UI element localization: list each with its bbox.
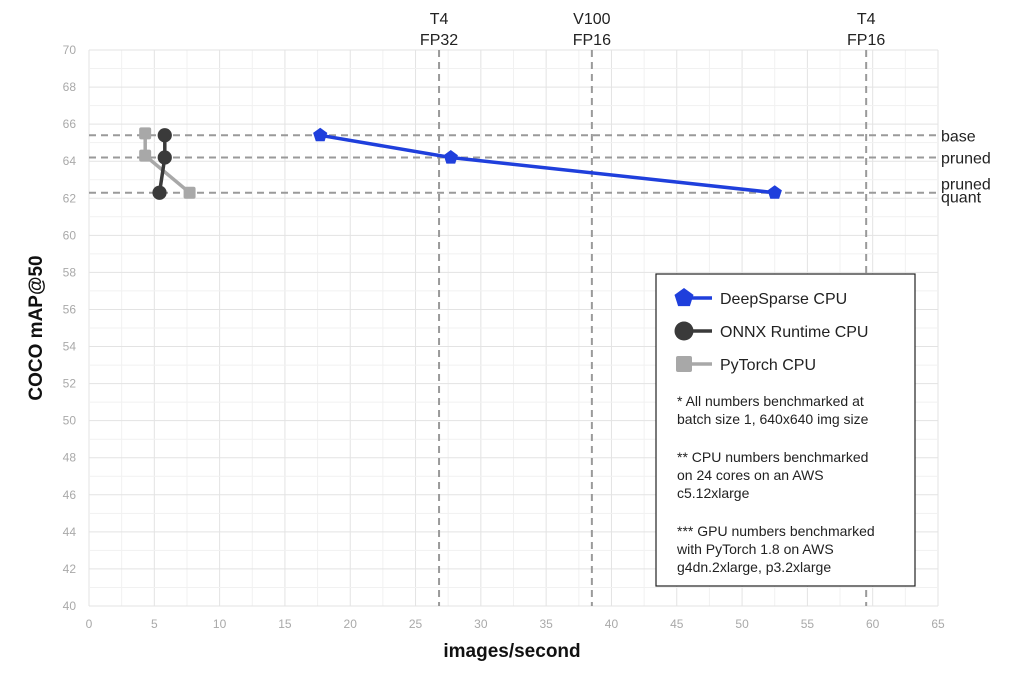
y-tick-label: 68	[63, 80, 77, 94]
x-tick-label: 35	[539, 617, 553, 631]
x-tick-label: 45	[670, 617, 684, 631]
y-tick-label: 62	[63, 191, 77, 205]
x-tick-label: 50	[735, 617, 749, 631]
legend-marker	[674, 321, 694, 341]
y-tick-label: 40	[63, 599, 77, 613]
x-axis-title: images/second	[443, 641, 580, 662]
y-axis-title: COCO mAP@50	[26, 255, 47, 400]
x-tick-label: 60	[866, 617, 880, 631]
y-tick-label: 58	[63, 265, 77, 279]
legend-note-line: on 24 cores on an AWS	[677, 467, 824, 483]
legend-label: PyTorch CPU	[720, 357, 816, 374]
legend-note-line: ** CPU numbers benchmarked	[677, 449, 868, 465]
x-tick-label: 25	[409, 617, 423, 631]
y-tick-label: 56	[63, 302, 77, 316]
data-point	[767, 185, 782, 199]
gpu-label-line1: T4	[857, 11, 876, 28]
series	[139, 127, 782, 200]
legend-note-line: with PyTorch 1.8 on AWS	[676, 541, 834, 557]
x-tick-label: 40	[605, 617, 619, 631]
gpu-label-line2: FP16	[847, 32, 885, 49]
y-tick-label: 60	[63, 228, 77, 242]
gpu-label-line2: FP32	[420, 32, 458, 49]
model-label: pruned	[941, 150, 991, 167]
data-point	[313, 127, 328, 142]
x-tick-label: 15	[278, 617, 292, 631]
y-tick-label: 50	[63, 414, 77, 428]
data-point	[443, 150, 458, 164]
data-point	[139, 149, 152, 162]
y-tick-label: 54	[63, 340, 77, 354]
x-tick-label: 55	[801, 617, 815, 631]
y-tick-label: 70	[63, 43, 77, 57]
y-tick-label: 64	[63, 154, 77, 168]
gpu-label-line1: T4	[430, 11, 449, 28]
legend-note-line: batch size 1, 640x640 img size	[677, 411, 869, 427]
legend-box	[655, 273, 916, 587]
y-tick-label: 42	[63, 562, 77, 576]
model-label-line2: quant	[941, 190, 982, 207]
data-point	[157, 150, 172, 165]
gpu-label-line2: FP16	[573, 32, 611, 49]
y-tick-label: 48	[63, 451, 77, 465]
y-tick-label: 44	[63, 525, 77, 539]
legend-label: DeepSparse CPU	[720, 291, 847, 308]
legend-label: ONNX Runtime CPU	[720, 324, 868, 341]
x-tick-label: 5	[151, 617, 158, 631]
x-tick-label: 0	[86, 617, 93, 631]
legend-marker	[674, 288, 694, 307]
legend-note-line: * All numbers benchmarked at	[677, 393, 864, 409]
tick-labels: 0 5 10 15 20 25 30 35 40 45 50 55 60 65 40 42 44 46 48 50 52…	[63, 43, 945, 631]
data-point	[183, 186, 196, 199]
y-tick-label: 66	[63, 117, 77, 131]
gpu-label-line1: V100	[573, 11, 610, 28]
legend-note-line: g4dn.2xlarge, p3.2xlarge	[677, 559, 831, 575]
data-point	[157, 128, 172, 143]
data-point	[152, 185, 167, 200]
x-tick-label: 65	[931, 617, 945, 631]
x-tick-label: 30	[474, 617, 488, 631]
x-tick-label: 10	[213, 617, 227, 631]
y-tick-label: 52	[63, 377, 77, 391]
model-label-line1: pruned	[941, 177, 991, 194]
legend-note-line: *** GPU numbers benchmarked	[677, 523, 875, 539]
model-label: base	[941, 128, 976, 145]
x-tick-label: 20	[344, 617, 358, 631]
legend-marker	[676, 356, 692, 372]
data-point	[139, 127, 152, 140]
y-tick-label: 46	[63, 488, 77, 502]
legend-note-line: c5.12xlarge	[677, 485, 750, 501]
legend: DeepSparse CPU ONNX Runtime CPU PyTorch CP…	[655, 273, 916, 587]
